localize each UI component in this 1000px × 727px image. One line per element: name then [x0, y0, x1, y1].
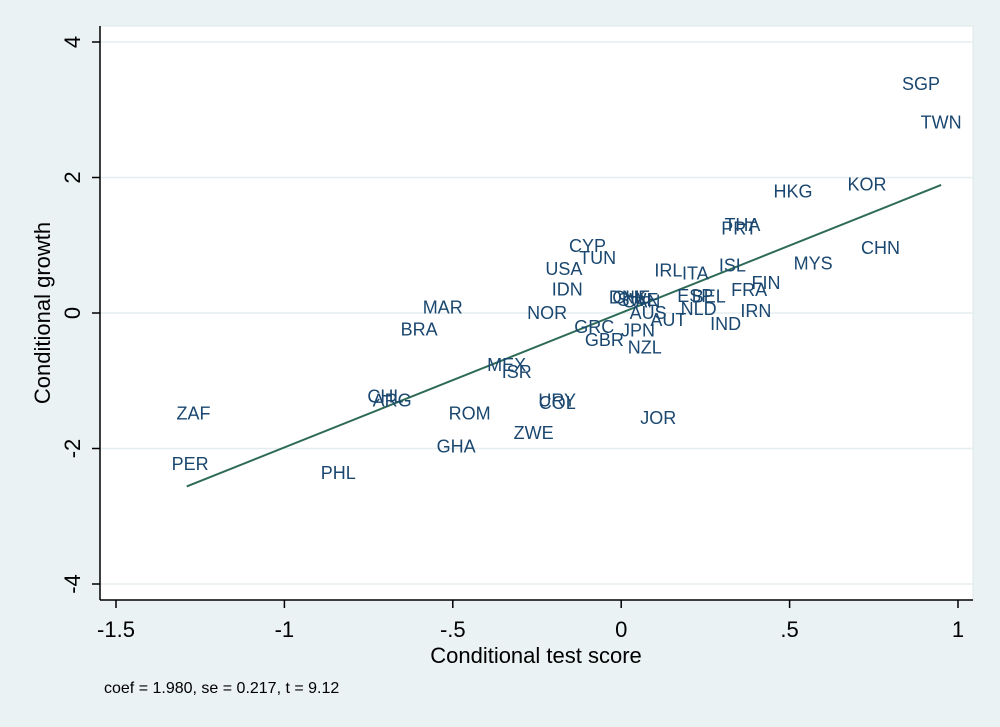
data-point-esp: ESP: [677, 286, 713, 306]
data-point-irl: IRL: [654, 260, 682, 280]
y-axis-title: Conditional growth: [30, 222, 55, 404]
data-point-nor: NOR: [527, 303, 567, 323]
data-point-isl: ISL: [719, 256, 746, 276]
data-point-cyp: CYP: [569, 236, 606, 256]
data-point-aus: AUS: [630, 303, 667, 323]
data-point-col: COL: [539, 393, 576, 413]
data-point-nld: NLD: [681, 299, 717, 319]
data-point-chl: CHL: [367, 386, 403, 406]
data-point-kor: KOR: [848, 174, 887, 194]
data-point-bel: BEL: [692, 287, 726, 307]
data-point-fra: FRA: [731, 280, 767, 300]
x-tick-label: -.5: [440, 617, 466, 642]
regression-line: [186, 184, 942, 488]
data-point-rom: ROM: [449, 403, 491, 423]
x-tick-label: 1: [952, 617, 964, 642]
data-point-jpn: JPN: [621, 321, 655, 341]
y-tick-label: -2: [60, 439, 85, 459]
data-point-dnk: DNK: [609, 287, 647, 307]
grid-lines: [100, 41, 973, 585]
y-tick-label: 4: [60, 36, 85, 48]
data-point-per: PER: [172, 454, 209, 474]
data-point-zwe: ZWE: [514, 423, 554, 443]
data-point-mys: MYS: [794, 254, 833, 274]
data-point-idn: IDN: [552, 279, 583, 299]
y-tick-label: -4: [60, 574, 85, 594]
data-point-zaf: ZAF: [176, 403, 210, 423]
data-point-twn: TWN: [921, 113, 962, 133]
data-point-mex: MEX: [487, 355, 526, 375]
data-point-phl: PHL: [321, 463, 356, 483]
x-tick-label: -1: [275, 617, 295, 642]
data-point-chn: CHN: [861, 238, 900, 258]
data-point-irn: IRN: [740, 301, 771, 321]
data-point-tun: TUN: [579, 248, 616, 268]
y-tick-label: 2: [60, 171, 85, 183]
data-point-nzl: NZL: [628, 338, 662, 358]
x-tick-label: 0: [615, 617, 627, 642]
regression-note: coef = 1.980, se = 0.217, t = 9.12: [104, 680, 339, 697]
data-point-bra: BRA: [401, 319, 438, 339]
data-point-arg: ARG: [373, 390, 412, 410]
y-tick-label: 0: [60, 307, 85, 319]
data-point-ita: ITA: [682, 264, 709, 284]
axis-ticks: -4 -2 0 2 4 -1.5 -1 -.5 0 .5 1: [60, 36, 964, 642]
data-point-gha: GHA: [437, 436, 476, 456]
data-point-ind: IND: [710, 314, 741, 334]
data-point-hkg: HKG: [773, 182, 812, 202]
data-point-isr: ISR: [502, 362, 532, 382]
data-point-can: CAN: [622, 291, 660, 311]
x-tick-label: -1.5: [97, 617, 135, 642]
data-point-sgp: SGP: [902, 74, 940, 94]
data-point-swe: SWE: [618, 290, 659, 310]
data-point-ury: URY: [538, 390, 576, 410]
data-point-jor: JOR: [640, 408, 676, 428]
data-point-grc: GRC: [574, 317, 614, 337]
data-point-tha: THA: [724, 215, 760, 235]
data-point-usa: USA: [545, 259, 582, 279]
data-point-prt: PRT: [721, 218, 757, 238]
x-tick-label: .5: [780, 617, 798, 642]
data-point-mar: MAR: [423, 298, 463, 318]
data-point-aut: AUT: [650, 310, 686, 330]
x-axis-title: Conditional test score: [430, 643, 642, 668]
data-point-gbr: GBR: [585, 330, 624, 350]
data-point-che: CHE: [612, 287, 650, 307]
data-point-fin: FIN: [752, 273, 781, 293]
